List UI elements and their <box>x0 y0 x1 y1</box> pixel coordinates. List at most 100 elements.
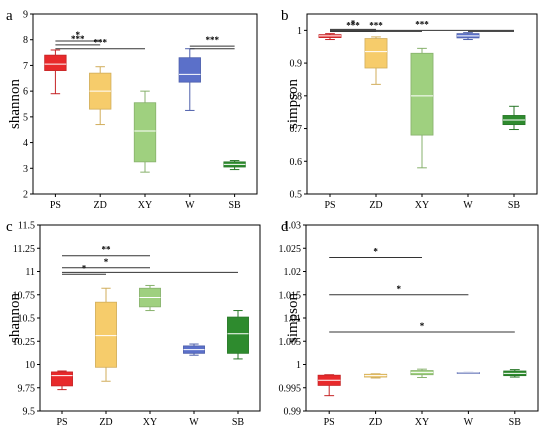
box-ZD <box>95 287 117 382</box>
x-tick-label: PS <box>324 417 335 428</box>
y-tick-label: 11.5 <box>18 221 35 232</box>
significance-label: * <box>351 18 356 28</box>
x-tick-label: SB <box>228 200 241 211</box>
box-ZD <box>364 36 388 85</box>
y-tick-label: 6 <box>23 87 28 98</box>
y-tick-label: 10.75 <box>13 290 36 301</box>
x-tick-label: ZD <box>369 200 382 211</box>
box-W <box>456 32 480 41</box>
significance-label: *** <box>71 34 85 44</box>
box-XY <box>410 47 434 169</box>
box-ZD <box>364 373 388 379</box>
x-tick-label: XY <box>415 417 429 428</box>
x-tick-label: SB <box>232 417 245 428</box>
panel-label: c <box>6 219 13 235</box>
significance-label: *** <box>369 20 383 30</box>
plot-frame <box>39 224 261 412</box>
significance-label: * <box>104 257 109 267</box>
panel-label: b <box>281 8 289 24</box>
y-tick-label: 2 <box>23 190 28 201</box>
y-tick-label: 11 <box>25 267 35 278</box>
x-tick-label: W <box>464 417 474 428</box>
y-axis-label: simpson <box>285 292 301 343</box>
y-tick-label: 1.015 <box>279 290 302 301</box>
box-XY <box>139 284 161 312</box>
y-tick-label: 0.7 <box>290 124 303 135</box>
significance-label: ** <box>102 245 112 255</box>
box-XY <box>410 368 434 379</box>
x-tick-label: XY <box>138 200 152 211</box>
y-tick-label: 11.25 <box>13 244 35 255</box>
box-SB <box>503 369 527 378</box>
box-W <box>183 343 205 356</box>
box-SB <box>502 105 526 131</box>
x-tick-label: XY <box>415 200 429 211</box>
y-tick-label: 9.75 <box>18 383 36 394</box>
x-tick-label: PS <box>324 200 335 211</box>
x-tick-label: SB <box>508 200 521 211</box>
panel-d: d simpson 0.99 0.995 1 1.005 1.01 1.015 1.02 1.02… <box>279 219 539 428</box>
y-tick-label: 0.8 <box>290 91 303 102</box>
y-tick-label: 1.01 <box>284 314 302 325</box>
x-tick-label: W <box>185 200 195 211</box>
y-tick-label: 9.5 <box>23 407 36 418</box>
x-tick-label: PS <box>56 417 67 428</box>
y-tick-label: 1 <box>297 26 302 37</box>
box-PS <box>51 370 73 391</box>
y-tick-label: 3 <box>23 164 28 175</box>
y-tick-label: 1.03 <box>284 221 302 232</box>
x-tick-label: W <box>189 417 199 428</box>
y-axis-label: shannon <box>7 293 23 343</box>
x-tick-label: XY <box>143 417 157 428</box>
y-tick-label: 7 <box>23 61 28 72</box>
box-SB <box>227 310 249 360</box>
box-iqr <box>51 371 73 387</box>
significance-label: *** <box>205 35 219 45</box>
panel-label: d <box>281 219 289 235</box>
x-tick-label: PS <box>50 200 61 211</box>
box-iqr <box>95 301 117 368</box>
significance-label: * <box>76 30 81 40</box>
x-tick-label: ZD <box>94 200 107 211</box>
x-tick-label: ZD <box>369 417 382 428</box>
y-tick-label: 0.995 <box>279 383 302 394</box>
box-iqr <box>227 316 249 354</box>
box-PS <box>317 374 341 397</box>
y-axis-label: shannon <box>7 79 23 129</box>
y-tick-label: 0.5 <box>290 190 303 201</box>
x-tick-label: ZD <box>99 417 112 428</box>
y-tick-label: 0.9 <box>290 59 303 70</box>
box-iqr <box>178 57 201 83</box>
box-W <box>456 371 480 375</box>
panel-c: c shannon 9.5 9.75 10 10.25 10.5 10.75 11 11.25 11… <box>6 219 261 428</box>
box-iqr <box>410 52 434 136</box>
box-W <box>178 48 201 111</box>
x-tick-label: SB <box>509 417 522 428</box>
y-tick-label: 10.5 <box>18 314 36 325</box>
x-tick-label: W <box>463 200 473 211</box>
y-axis-label: simpson <box>285 78 301 129</box>
significance-label: *** <box>93 38 107 48</box>
box-PS <box>44 49 67 95</box>
y-tick-label: 8 <box>23 35 28 46</box>
significance-label: *** <box>415 19 429 29</box>
y-tick-label: 9 <box>23 10 28 21</box>
significance-label: * <box>373 247 378 257</box>
box-XY <box>133 90 157 173</box>
y-tick-label: 1 <box>296 360 301 371</box>
y-tick-label: 1.005 <box>279 337 302 348</box>
panel-label: a <box>6 8 13 24</box>
y-tick-label: 1.025 <box>279 244 302 255</box>
box-iqr <box>44 54 67 71</box>
y-tick-label: 5 <box>23 112 28 123</box>
y-tick-label: 10.25 <box>13 337 36 348</box>
significance-label: * <box>82 263 87 273</box>
box-SB <box>223 160 246 171</box>
box-PS <box>318 33 342 41</box>
box-iqr <box>133 102 157 163</box>
y-tick-label: 10 <box>25 360 35 371</box>
box-ZD <box>89 66 112 126</box>
